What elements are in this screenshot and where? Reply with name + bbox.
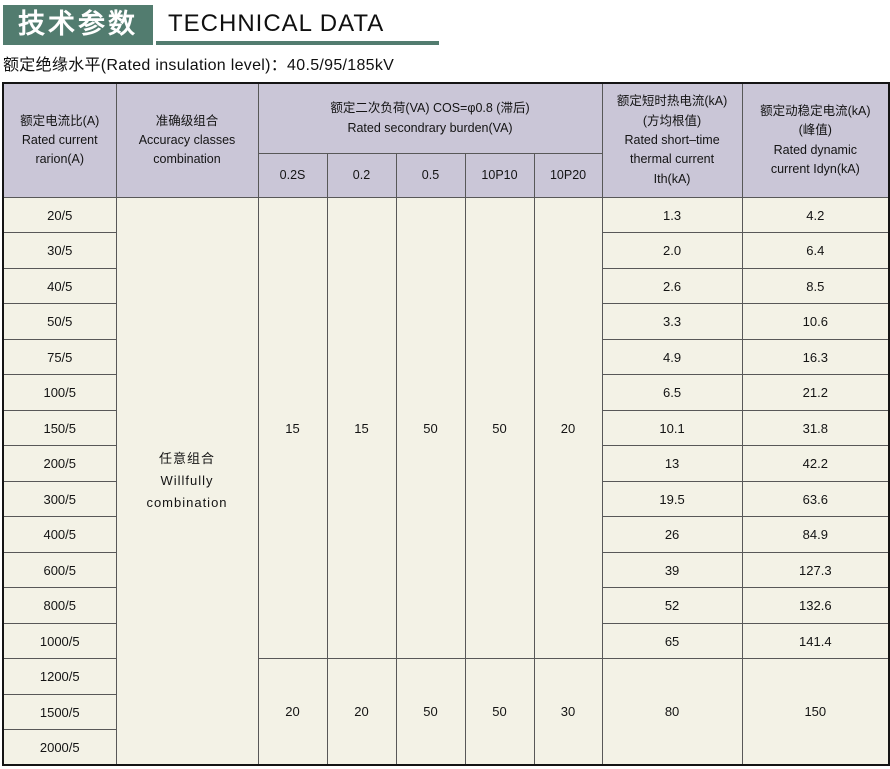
table-row: 30/5 2.0 6.4 bbox=[2, 232, 890, 269]
table-row: 300/5 19.5 63.6 bbox=[2, 480, 890, 518]
col-header-ith: 额定短时热电流(kA) (方均根值) Rated short–time ther… bbox=[601, 82, 743, 198]
ratio-cell: 800/5 bbox=[2, 587, 117, 624]
ratio-cell: 100/5 bbox=[2, 374, 117, 411]
page-header: 技术参数 TECHNICAL DATA bbox=[0, 0, 890, 46]
ratio-cell: 20/5 bbox=[2, 196, 117, 234]
idyn-cell: 16.3 bbox=[741, 338, 890, 376]
ith-cell: 65 bbox=[601, 622, 743, 660]
table-row: 2000/5 bbox=[2, 729, 889, 766]
accuracy-combination-cell: 任意组合 Willfully combination bbox=[115, 196, 259, 766]
col-header-burden-10P10: 10P10 bbox=[464, 152, 535, 198]
col-header-burden-0.2: 0.2 bbox=[326, 152, 397, 198]
burden-cell: 20 bbox=[257, 658, 328, 766]
ith-cell: 39 bbox=[601, 551, 743, 589]
ratio-cell: 150/5 bbox=[2, 409, 117, 447]
title-underline: TECHNICAL DATA bbox=[156, 10, 440, 46]
col-header-ratio: 额定电流比(A) Rated current rarion(A) bbox=[2, 82, 117, 198]
ratio-cell: 1500/5 bbox=[2, 693, 117, 731]
table-row: 100/5 6.5 21.2 bbox=[2, 374, 890, 411]
ratio-cell: 30/5 bbox=[2, 232, 117, 269]
col-header-burden-0.2S: 0.2S bbox=[257, 152, 328, 198]
col-header-accuracy: 准确级组合 Accuracy classes combination bbox=[115, 82, 259, 198]
ratio-cell: 400/5 bbox=[2, 516, 117, 553]
table-row: 400/5 26 84.9 bbox=[2, 516, 890, 553]
ratio-cell: 2000/5 bbox=[2, 729, 117, 766]
idyn-cell: 8.5 bbox=[741, 267, 890, 305]
burden-cell: 50 bbox=[395, 658, 466, 766]
ith-cell: 1.3 bbox=[601, 196, 743, 234]
idyn-cell: 150 bbox=[741, 658, 890, 766]
ith-cell: 2.0 bbox=[601, 232, 743, 269]
table-row: 20/5 任意组合 Willfully combination 15 15 50… bbox=[2, 196, 890, 766]
ith-cell: 52 bbox=[601, 587, 743, 624]
ratio-cell: 50/5 bbox=[2, 303, 117, 340]
ratio-cell: 1000/5 bbox=[2, 622, 117, 660]
burden-cell: 15 bbox=[326, 196, 397, 660]
idyn-cell: 4.2 bbox=[741, 196, 890, 234]
table-row: 200/5 13 42.2 bbox=[2, 445, 890, 482]
table-row: 75/5 4.9 16.3 bbox=[2, 338, 890, 376]
burden-cell: 15 bbox=[257, 196, 328, 660]
table-row: 1500/5 bbox=[2, 693, 889, 731]
idyn-cell: 141.4 bbox=[741, 622, 890, 660]
ith-cell: 3.3 bbox=[601, 303, 743, 340]
idyn-cell: 6.4 bbox=[741, 232, 890, 269]
col-header-burden-10P20: 10P20 bbox=[533, 152, 603, 198]
ith-cell: 6.5 bbox=[601, 374, 743, 411]
table-row: 1200/5 20 20 50 50 30 80 150 bbox=[2, 658, 890, 766]
idyn-cell: 42.2 bbox=[741, 445, 890, 482]
ith-cell: 10.1 bbox=[601, 409, 743, 447]
burden-cell: 50 bbox=[464, 196, 535, 660]
ratio-cell: 600/5 bbox=[2, 551, 117, 589]
rated-insulation-level: 额定绝缘水平(Rated insulation level)：40.5/95/1… bbox=[3, 57, 395, 75]
idyn-cell: 63.6 bbox=[741, 480, 890, 518]
burden-cell: 20 bbox=[326, 658, 397, 766]
ith-cell: 13 bbox=[601, 445, 743, 482]
ith-cell: 19.5 bbox=[601, 480, 743, 518]
idyn-cell: 132.6 bbox=[741, 587, 890, 624]
table-row: 40/5 2.6 8.5 bbox=[2, 267, 890, 305]
burden-cell: 50 bbox=[395, 196, 466, 660]
ith-cell: 26 bbox=[601, 516, 743, 553]
ratio-cell: 40/5 bbox=[2, 267, 117, 305]
title-badge-cn: 技术参数 bbox=[3, 5, 153, 46]
col-header-burden-0.5: 0.5 bbox=[395, 152, 466, 198]
table-row: 600/5 39 127.3 bbox=[2, 551, 890, 589]
idyn-cell: 84.9 bbox=[741, 516, 890, 553]
ith-cell: 4.9 bbox=[601, 338, 743, 376]
table-row: 50/5 3.3 10.6 bbox=[2, 303, 890, 340]
ratio-cell: 1200/5 bbox=[2, 658, 117, 695]
table-row: 800/5 52 132.6 bbox=[2, 587, 890, 624]
ith-cell: 80 bbox=[601, 658, 743, 766]
burden-cell: 50 bbox=[464, 658, 535, 766]
col-header-burden-group: 额定二次负荷(VA) COS=φ0.8 (滞后) Rated secondrar… bbox=[257, 82, 603, 154]
table-row: 1000/5 65 141.4 bbox=[2, 622, 890, 660]
burden-cell: 30 bbox=[533, 658, 603, 766]
idyn-cell: 127.3 bbox=[741, 551, 890, 589]
burden-cell: 20 bbox=[533, 196, 603, 660]
col-header-idyn: 额定动稳定电流(kA) (峰值) Rated dynamic current I… bbox=[741, 82, 890, 198]
idyn-cell: 21.2 bbox=[741, 374, 890, 411]
page-title: TECHNICAL DATA bbox=[168, 10, 385, 38]
ratio-cell: 300/5 bbox=[2, 480, 117, 518]
idyn-cell: 10.6 bbox=[741, 303, 890, 340]
technical-data-table: 额定电流比(A) Rated current rarion(A) 准确级组合 A… bbox=[2, 82, 890, 767]
ratio-cell: 200/5 bbox=[2, 445, 117, 482]
idyn-cell: 31.8 bbox=[741, 409, 890, 447]
ratio-cell: 75/5 bbox=[2, 338, 117, 376]
ith-cell: 2.6 bbox=[601, 267, 743, 305]
